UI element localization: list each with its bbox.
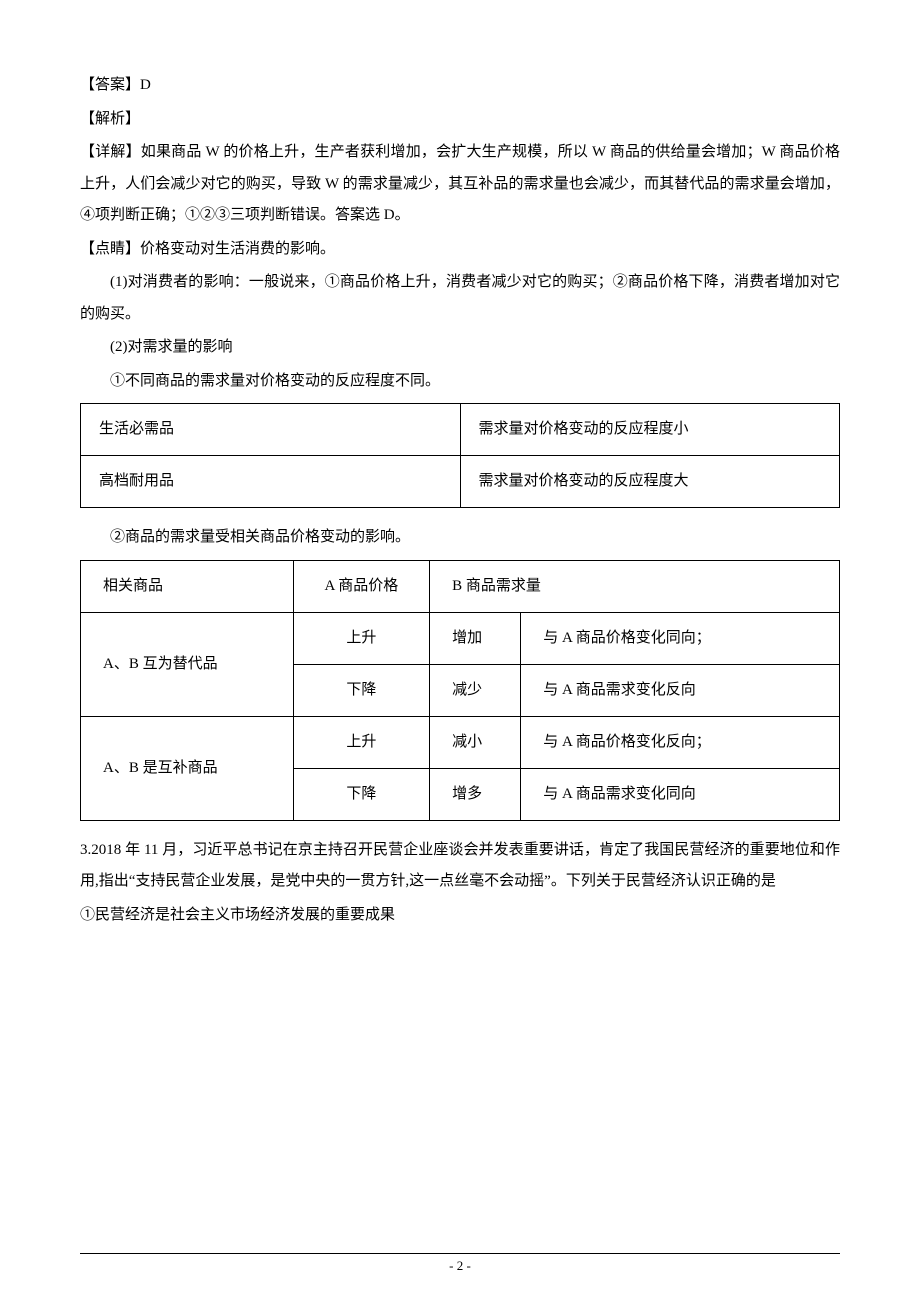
cell: 上升	[293, 612, 430, 664]
cell: 下降	[293, 768, 430, 820]
tip-p1: (1)对消费者的影响：一般说来，①商品价格上升，消费者减少对它的购买；②商品价格…	[80, 267, 840, 330]
cell: 与 A 商品价格变化反向；	[521, 716, 840, 768]
cell: 与 A 商品需求变化反向	[521, 664, 840, 716]
cell: 需求量对价格变动的反应程度大	[460, 456, 840, 508]
table-demand-sensitivity: 生活必需品 需求量对价格变动的反应程度小 高档耐用品 需求量对价格变动的反应程度…	[80, 403, 840, 508]
footer-divider	[80, 1253, 840, 1254]
cell: 减小	[430, 716, 521, 768]
col-header: B 商品需求量	[430, 560, 840, 612]
page-footer: - 2 -	[80, 1253, 840, 1274]
tip-p3: ①不同商品的需求量对价格变动的反应程度不同。	[80, 366, 840, 398]
group-label: A、B 互为替代品	[81, 612, 294, 716]
cell: 与 A 商品价格变化同向；	[521, 612, 840, 664]
cell: 高档耐用品	[81, 456, 461, 508]
group-label: A、B 是互补商品	[81, 716, 294, 820]
detail-paragraph: 【详解】如果商品 W 的价格上升，生产者获利增加，会扩大生产规模，所以 W 商品…	[80, 137, 840, 232]
analysis-heading: 【解析】	[80, 104, 840, 136]
cell: 生活必需品	[81, 404, 461, 456]
cell: 上升	[293, 716, 430, 768]
question-3-stem: 3.2018 年 11 月，习近平总书记在京主持召开民营企业座谈会并发表重要讲话…	[80, 835, 840, 898]
table-row: A、B 互为替代品 上升 增加 与 A 商品价格变化同向；	[81, 612, 840, 664]
cell: 增多	[430, 768, 521, 820]
answer-line: 【答案】D	[80, 70, 840, 102]
table-row: 生活必需品 需求量对价格变动的反应程度小	[81, 404, 840, 456]
cell: 与 A 商品需求变化同向	[521, 768, 840, 820]
tip-p2: (2)对需求量的影响	[80, 332, 840, 364]
table-row: 相关商品 A 商品价格 B 商品需求量	[81, 560, 840, 612]
document-page: 【答案】D 【解析】 【详解】如果商品 W 的价格上升，生产者获利增加，会扩大生…	[0, 0, 920, 1302]
cell: 下降	[293, 664, 430, 716]
cell: 增加	[430, 612, 521, 664]
col-header: A 商品价格	[293, 560, 430, 612]
cell: 需求量对价格变动的反应程度小	[460, 404, 840, 456]
table-row: A、B 是互补商品 上升 减小 与 A 商品价格变化反向；	[81, 716, 840, 768]
col-header: 相关商品	[81, 560, 294, 612]
page-number: - 2 -	[80, 1258, 840, 1274]
question-3-option-1: ①民营经济是社会主义市场经济发展的重要成果	[80, 900, 840, 932]
tip-heading: 【点睛】价格变动对生活消费的影响。	[80, 234, 840, 266]
table-row: 高档耐用品 需求量对价格变动的反应程度大	[81, 456, 840, 508]
cell: 减少	[430, 664, 521, 716]
table-related-goods: 相关商品 A 商品价格 B 商品需求量 A、B 互为替代品 上升 增加 与 A …	[80, 560, 840, 821]
tip-p4: ②商品的需求量受相关商品价格变动的影响。	[80, 522, 840, 554]
